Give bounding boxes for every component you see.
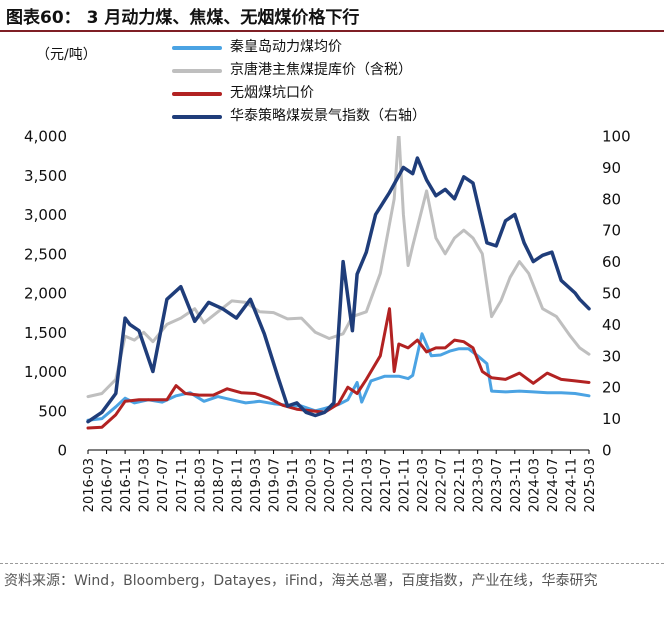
x-tick-label: 2020-07 bbox=[323, 458, 338, 512]
x-tick-label: 2017-11 bbox=[175, 458, 190, 512]
y-tick-label-left: 1,000 bbox=[24, 363, 67, 381]
y-tick-label-left: 1,500 bbox=[24, 324, 67, 342]
legend-label-anthracite: 无烟煤坑口价 bbox=[230, 85, 314, 101]
y-tick-label-right: 100 bbox=[602, 128, 631, 146]
legend-swatch-jt bbox=[172, 69, 222, 73]
x-tick-label: 2022-03 bbox=[416, 458, 431, 512]
plot-lines bbox=[86, 136, 591, 430]
x-tick-label: 2021-03 bbox=[360, 458, 375, 512]
x-tick-label: 2018-07 bbox=[212, 458, 227, 512]
y-tick-label-right: 20 bbox=[602, 379, 621, 397]
title-underline bbox=[0, 30, 664, 32]
x-tick-label: 2021-07 bbox=[379, 458, 394, 512]
y-tick-label-left: 3,000 bbox=[24, 206, 67, 224]
y-tick-label-right: 50 bbox=[602, 285, 621, 303]
x-tick-label: 2025-03 bbox=[583, 458, 598, 512]
x-tick-label: 2016-07 bbox=[101, 458, 116, 512]
y-tick-label-left: 4,000 bbox=[24, 128, 67, 146]
x-tick-label: 2024-03 bbox=[527, 458, 542, 512]
x-tick-label: 2024-11 bbox=[564, 458, 579, 512]
line-chart: 0 500 1,000 1,500 2,000 2,500 3,000 3,500 4,000 0… bbox=[24, 128, 631, 513]
series-line-index bbox=[86, 156, 591, 424]
y-tick-label-left: 3,500 bbox=[24, 167, 67, 185]
y-tick-label-right: 10 bbox=[602, 410, 621, 428]
x-tick-label: 2018-11 bbox=[230, 458, 245, 512]
series-line-anthracite bbox=[86, 307, 591, 430]
x-tick-label: 2020-11 bbox=[342, 458, 357, 512]
x-tick-label: 2016-11 bbox=[119, 458, 134, 512]
series-line-jt bbox=[86, 136, 591, 399]
y-tick-label-right: 0 bbox=[602, 442, 612, 460]
x-tick-label: 2021-11 bbox=[397, 458, 412, 512]
y-tick-label-left: 2,500 bbox=[24, 245, 67, 263]
chart-title: 图表60： 3 月动力煤、焦煤、无烟煤价格下行 bbox=[6, 8, 360, 28]
footer-divider bbox=[0, 563, 664, 564]
y-tick-label-right: 80 bbox=[602, 190, 621, 208]
source-note: 资料来源：Wind，Bloomberg，Datayes，iFind，海关总署，百… bbox=[4, 573, 598, 589]
y-tick-label-right: 40 bbox=[602, 316, 621, 334]
legend-swatch-anthracite bbox=[172, 92, 222, 96]
legend-swatch-index bbox=[172, 115, 222, 119]
x-tick-label: 2023-11 bbox=[509, 458, 524, 512]
y-tick-label-right: 70 bbox=[602, 222, 621, 240]
x-tick-label: 2017-03 bbox=[138, 458, 153, 512]
legend-swatch-qhd bbox=[172, 46, 222, 50]
x-tick-label: 2023-03 bbox=[472, 458, 487, 512]
y-tick-label-left: 500 bbox=[38, 402, 67, 420]
y-tick-label-left: 0 bbox=[57, 442, 67, 460]
y-tick-label-right: 60 bbox=[602, 253, 621, 271]
legend-label-index: 华泰策略煤炭景气指数（右轴） bbox=[230, 108, 426, 124]
x-tick-label: 2020-03 bbox=[305, 458, 320, 512]
x-tick-label: 2022-11 bbox=[453, 458, 468, 512]
axes: 0 500 1,000 1,500 2,000 2,500 3,000 3,500 4,000 0… bbox=[24, 128, 631, 513]
y-axis-unit-label: （元/吨） bbox=[36, 47, 97, 63]
legend-label-qhd: 秦皇岛动力煤均价 bbox=[230, 39, 342, 55]
x-tick-label: 2017-07 bbox=[156, 458, 171, 512]
x-tick-label: 2024-07 bbox=[546, 458, 561, 512]
x-tick-label: 2023-07 bbox=[490, 458, 505, 512]
legend-label-jt: 京唐港主焦煤提库价（含税） bbox=[230, 62, 412, 78]
y-tick-label-right: 90 bbox=[602, 159, 621, 177]
y-tick-label-left: 2,000 bbox=[24, 285, 67, 303]
x-tick-label: 2016-03 bbox=[82, 458, 97, 512]
x-tick-label: 2022-07 bbox=[435, 458, 450, 512]
x-tick-label: 2019-11 bbox=[286, 458, 301, 512]
y-tick-label-right: 30 bbox=[602, 347, 621, 365]
x-tick-label: 2019-07 bbox=[268, 458, 283, 512]
x-tick-label: 2018-03 bbox=[193, 458, 208, 512]
x-tick-label: 2019-03 bbox=[249, 458, 264, 512]
